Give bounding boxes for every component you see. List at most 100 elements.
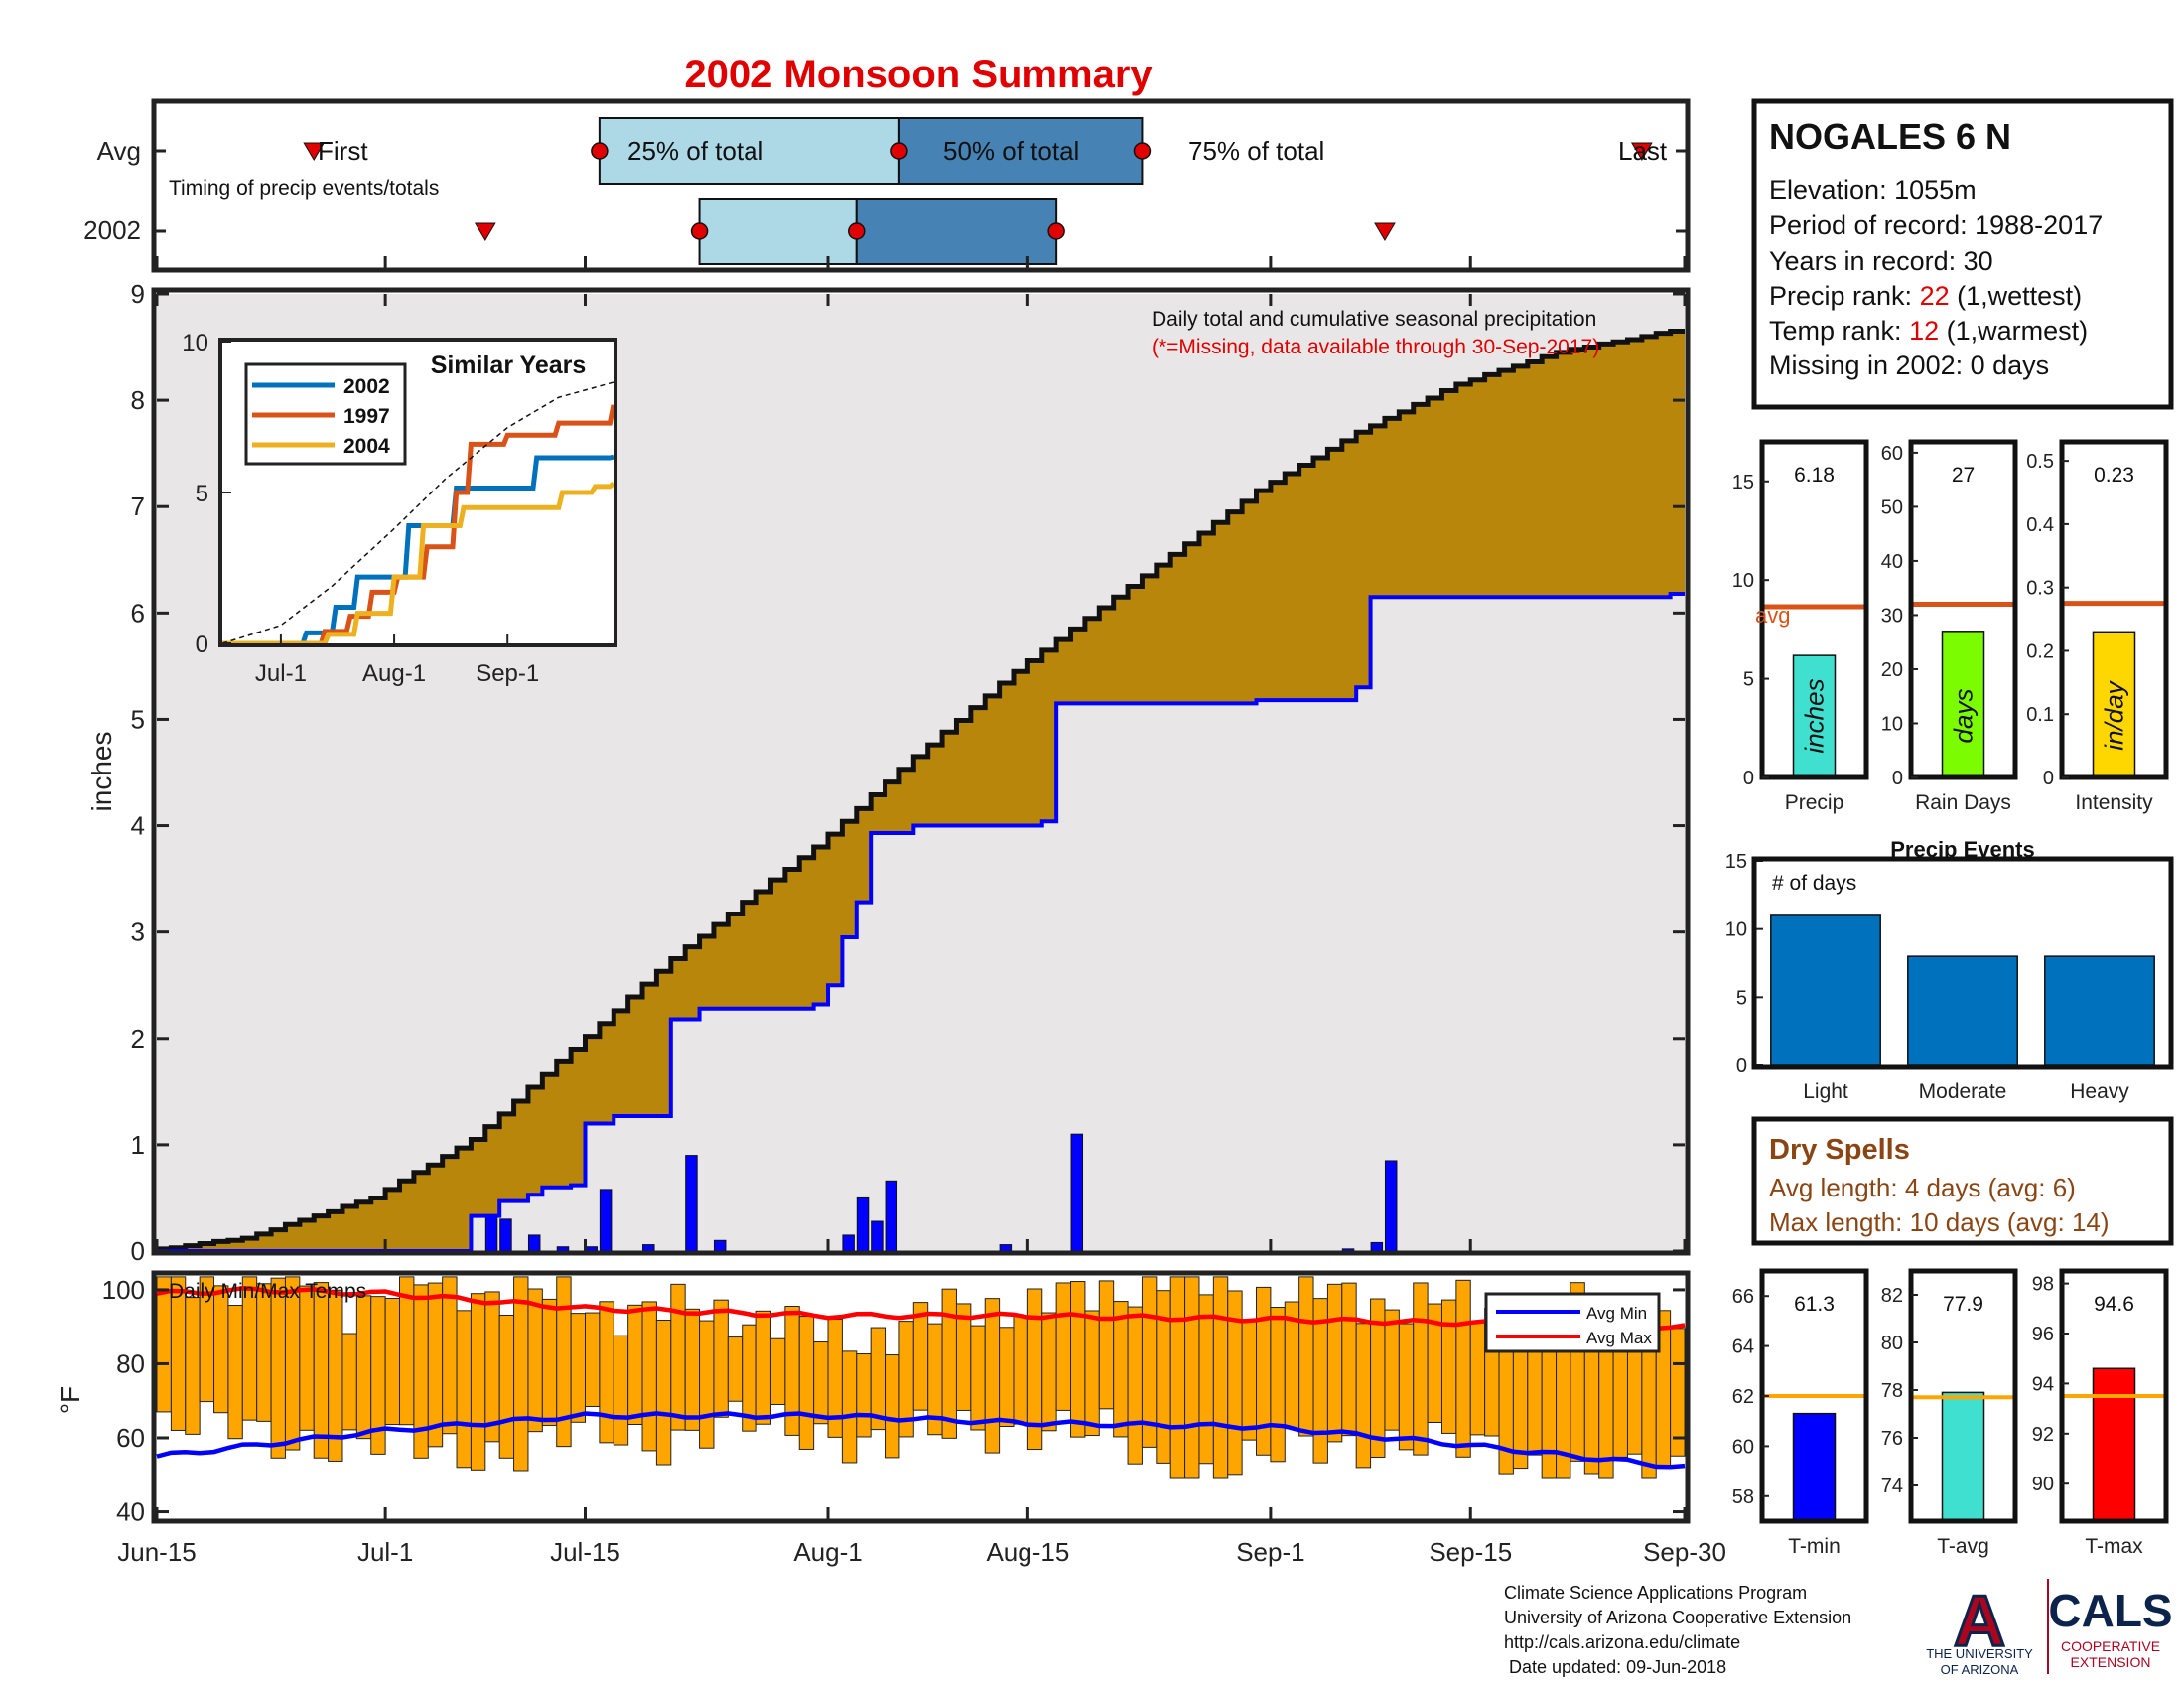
panel-ytick-label: 96: [2032, 1324, 2054, 1345]
panel-ytick-label: 98: [2032, 1274, 2054, 1296]
temp-range-bar: [769, 1337, 786, 1406]
panel-category-label: Rain Days: [1915, 791, 2011, 814]
daily-precip-bar: [599, 1189, 613, 1252]
temp-range-bar: [355, 1295, 372, 1440]
precip-avg-label: avg: [1755, 603, 1790, 628]
temp-range-bar: [813, 1341, 829, 1425]
temp-range-bar: [442, 1276, 458, 1435]
temp-range-bar: [1256, 1286, 1272, 1456]
temp-range-bar: [1512, 1336, 1529, 1470]
panel-t-avg: 77.9 74 76 78 80 82 T-avg: [1881, 1268, 2018, 1558]
main-ytick-label: 5: [131, 704, 145, 734]
panel-category-label: Precip: [1785, 791, 1844, 814]
dry-spells-max: Max length: 10 days (avg: 14): [1769, 1207, 2110, 1237]
temp-range-bar: [1041, 1312, 1057, 1432]
main-xtick-label: Jul-1: [357, 1537, 413, 1567]
panel-intensity: 0.23 0 0.1 0.2 0.3 0.4 0.5 Intensity in/day: [2026, 439, 2169, 814]
panel-category-label: T-min: [1788, 1535, 1841, 1558]
temp-range-bar: [1298, 1276, 1314, 1437]
timing-note: Timing of precip events/totals: [169, 177, 439, 200]
panel-ytick-label: 82: [1881, 1285, 1903, 1307]
temp-range-bar: [970, 1325, 986, 1431]
avg-max-line: [156, 1285, 1686, 1332]
temp-range-bar: [1055, 1282, 1072, 1411]
cals-sub1: COOPERATIVE: [2061, 1638, 2160, 1654]
temp-range-bar: [684, 1308, 701, 1431]
panel-ytick-label: 20: [1881, 659, 1903, 681]
inset-title: Similar Years: [431, 352, 587, 379]
daily-precip-bar: [484, 1215, 498, 1252]
temp-range-bar: [727, 1336, 744, 1402]
temp-range-bar: [1241, 1319, 1258, 1441]
daily-precip-bar: [871, 1220, 884, 1252]
panel-ytick-label: 10: [1732, 570, 1754, 592]
first-last-marker: [1630, 142, 1653, 161]
panel-rain-days: 27 0 10 20 30 40 50 60 Rain Days days: [1881, 439, 2018, 814]
temp-range-bar: [1127, 1306, 1143, 1465]
event-ytick-label: 10: [1725, 919, 1747, 941]
temp-range-bar: [1098, 1280, 1115, 1410]
daily-precip-bar: [585, 1246, 599, 1252]
temp-range-bar: [1440, 1299, 1457, 1434]
timing-p75-label: 75% of total: [1188, 136, 1324, 166]
panel-frame: [1908, 1268, 2018, 1524]
panel-ytick-label: 64: [1732, 1336, 1754, 1358]
quartile-marker: [690, 222, 709, 240]
station-info: NOGALES 6 N Elevation: 1055m Period of r…: [1751, 98, 2174, 410]
temp-range-bar: [427, 1282, 444, 1448]
event-category-label: Light: [1803, 1080, 1848, 1103]
similar-years-inset: 0 5 10 Jul-1 Aug-1 Sep-1 Similar Years 2002 19…: [182, 330, 617, 687]
temp-range-bar: [1355, 1323, 1372, 1469]
temp-chart: 40 60 80 100 Jun-15 Jul-1 Jul-15 Aug-1 Aug-15 Sep…: [55, 1270, 1726, 1567]
inset-xtick-label: Aug-1: [362, 660, 426, 687]
quartile-marker: [591, 142, 609, 160]
temp-range-bar: [1398, 1323, 1415, 1451]
event-category-label: Heavy: [2070, 1080, 2129, 1103]
main-ytick-label: 8: [131, 385, 145, 415]
avg-cumulative-line: [157, 328, 1685, 1252]
daily-precip-bar: [1070, 1133, 1084, 1252]
panel-category-label: T-max: [2085, 1535, 2143, 1558]
temp-range-bar: [627, 1304, 643, 1426]
timing-p25-label: 25% of total: [627, 136, 763, 166]
panel-value-label: 27: [1952, 464, 1975, 487]
station-precip-rank: Precip rank: 22 (1,wettest): [1769, 281, 2082, 311]
panel-ytick-label: 60: [1732, 1436, 1754, 1458]
panel-ytick-label: 0: [1892, 768, 1903, 789]
footer: Climate Science Applications Program Uni…: [1504, 1583, 1851, 1677]
temp-range-bar: [885, 1354, 900, 1459]
panel-value-label: 6.18: [1794, 464, 1835, 487]
inset-ytick-label: 10: [182, 330, 208, 356]
temp-range-bar: [341, 1333, 357, 1431]
timing-p50-label: 50% of total: [943, 136, 1079, 166]
panel-ytick-label: 60: [1881, 443, 1903, 465]
temp-range-bar: [1341, 1282, 1357, 1437]
daily-precip-bar: [685, 1155, 698, 1252]
cals-logo: CALS COOPERATIVE EXTENSION: [2048, 1585, 2172, 1670]
temp-range-bar: [1469, 1321, 1486, 1436]
temp-range-bar: [270, 1277, 286, 1459]
station-elevation: Elevation: 1055m: [1769, 175, 1977, 205]
panel-frame: [1908, 439, 2018, 780]
daily-precip-bar: [1384, 1160, 1398, 1252]
temp-range-bar: [1169, 1276, 1186, 1479]
temp-range-bar: [470, 1293, 486, 1471]
quartile-marker: [1133, 142, 1152, 160]
cumulative-difference-fill: [157, 331, 1685, 1251]
panel-ytick-label: 10: [1881, 713, 1903, 735]
main-ytick-label: 6: [131, 598, 145, 628]
main-ytick-label: 3: [131, 917, 145, 947]
daily-precip-bar: [1370, 1241, 1384, 1252]
inset-xtick-label: Jul-1: [255, 660, 307, 687]
events-title: Precip Events: [1890, 837, 2035, 862]
panel-ytick-label: 0.5: [2026, 451, 2054, 473]
panel-ytick-label: 80: [1881, 1333, 1903, 1354]
panel-bar: [1792, 654, 1837, 778]
event-category-label: Moderate: [1919, 1080, 2007, 1103]
panel-ytick-label: 0: [1743, 768, 1754, 789]
temp-range-bar: [699, 1320, 715, 1449]
temp-range-bar: [1070, 1281, 1086, 1438]
event-ytick-label: 0: [1736, 1055, 1747, 1077]
footer-line3: http://cals.arizona.edu/climate: [1504, 1632, 1740, 1652]
temp-range-bar: [527, 1288, 543, 1433]
